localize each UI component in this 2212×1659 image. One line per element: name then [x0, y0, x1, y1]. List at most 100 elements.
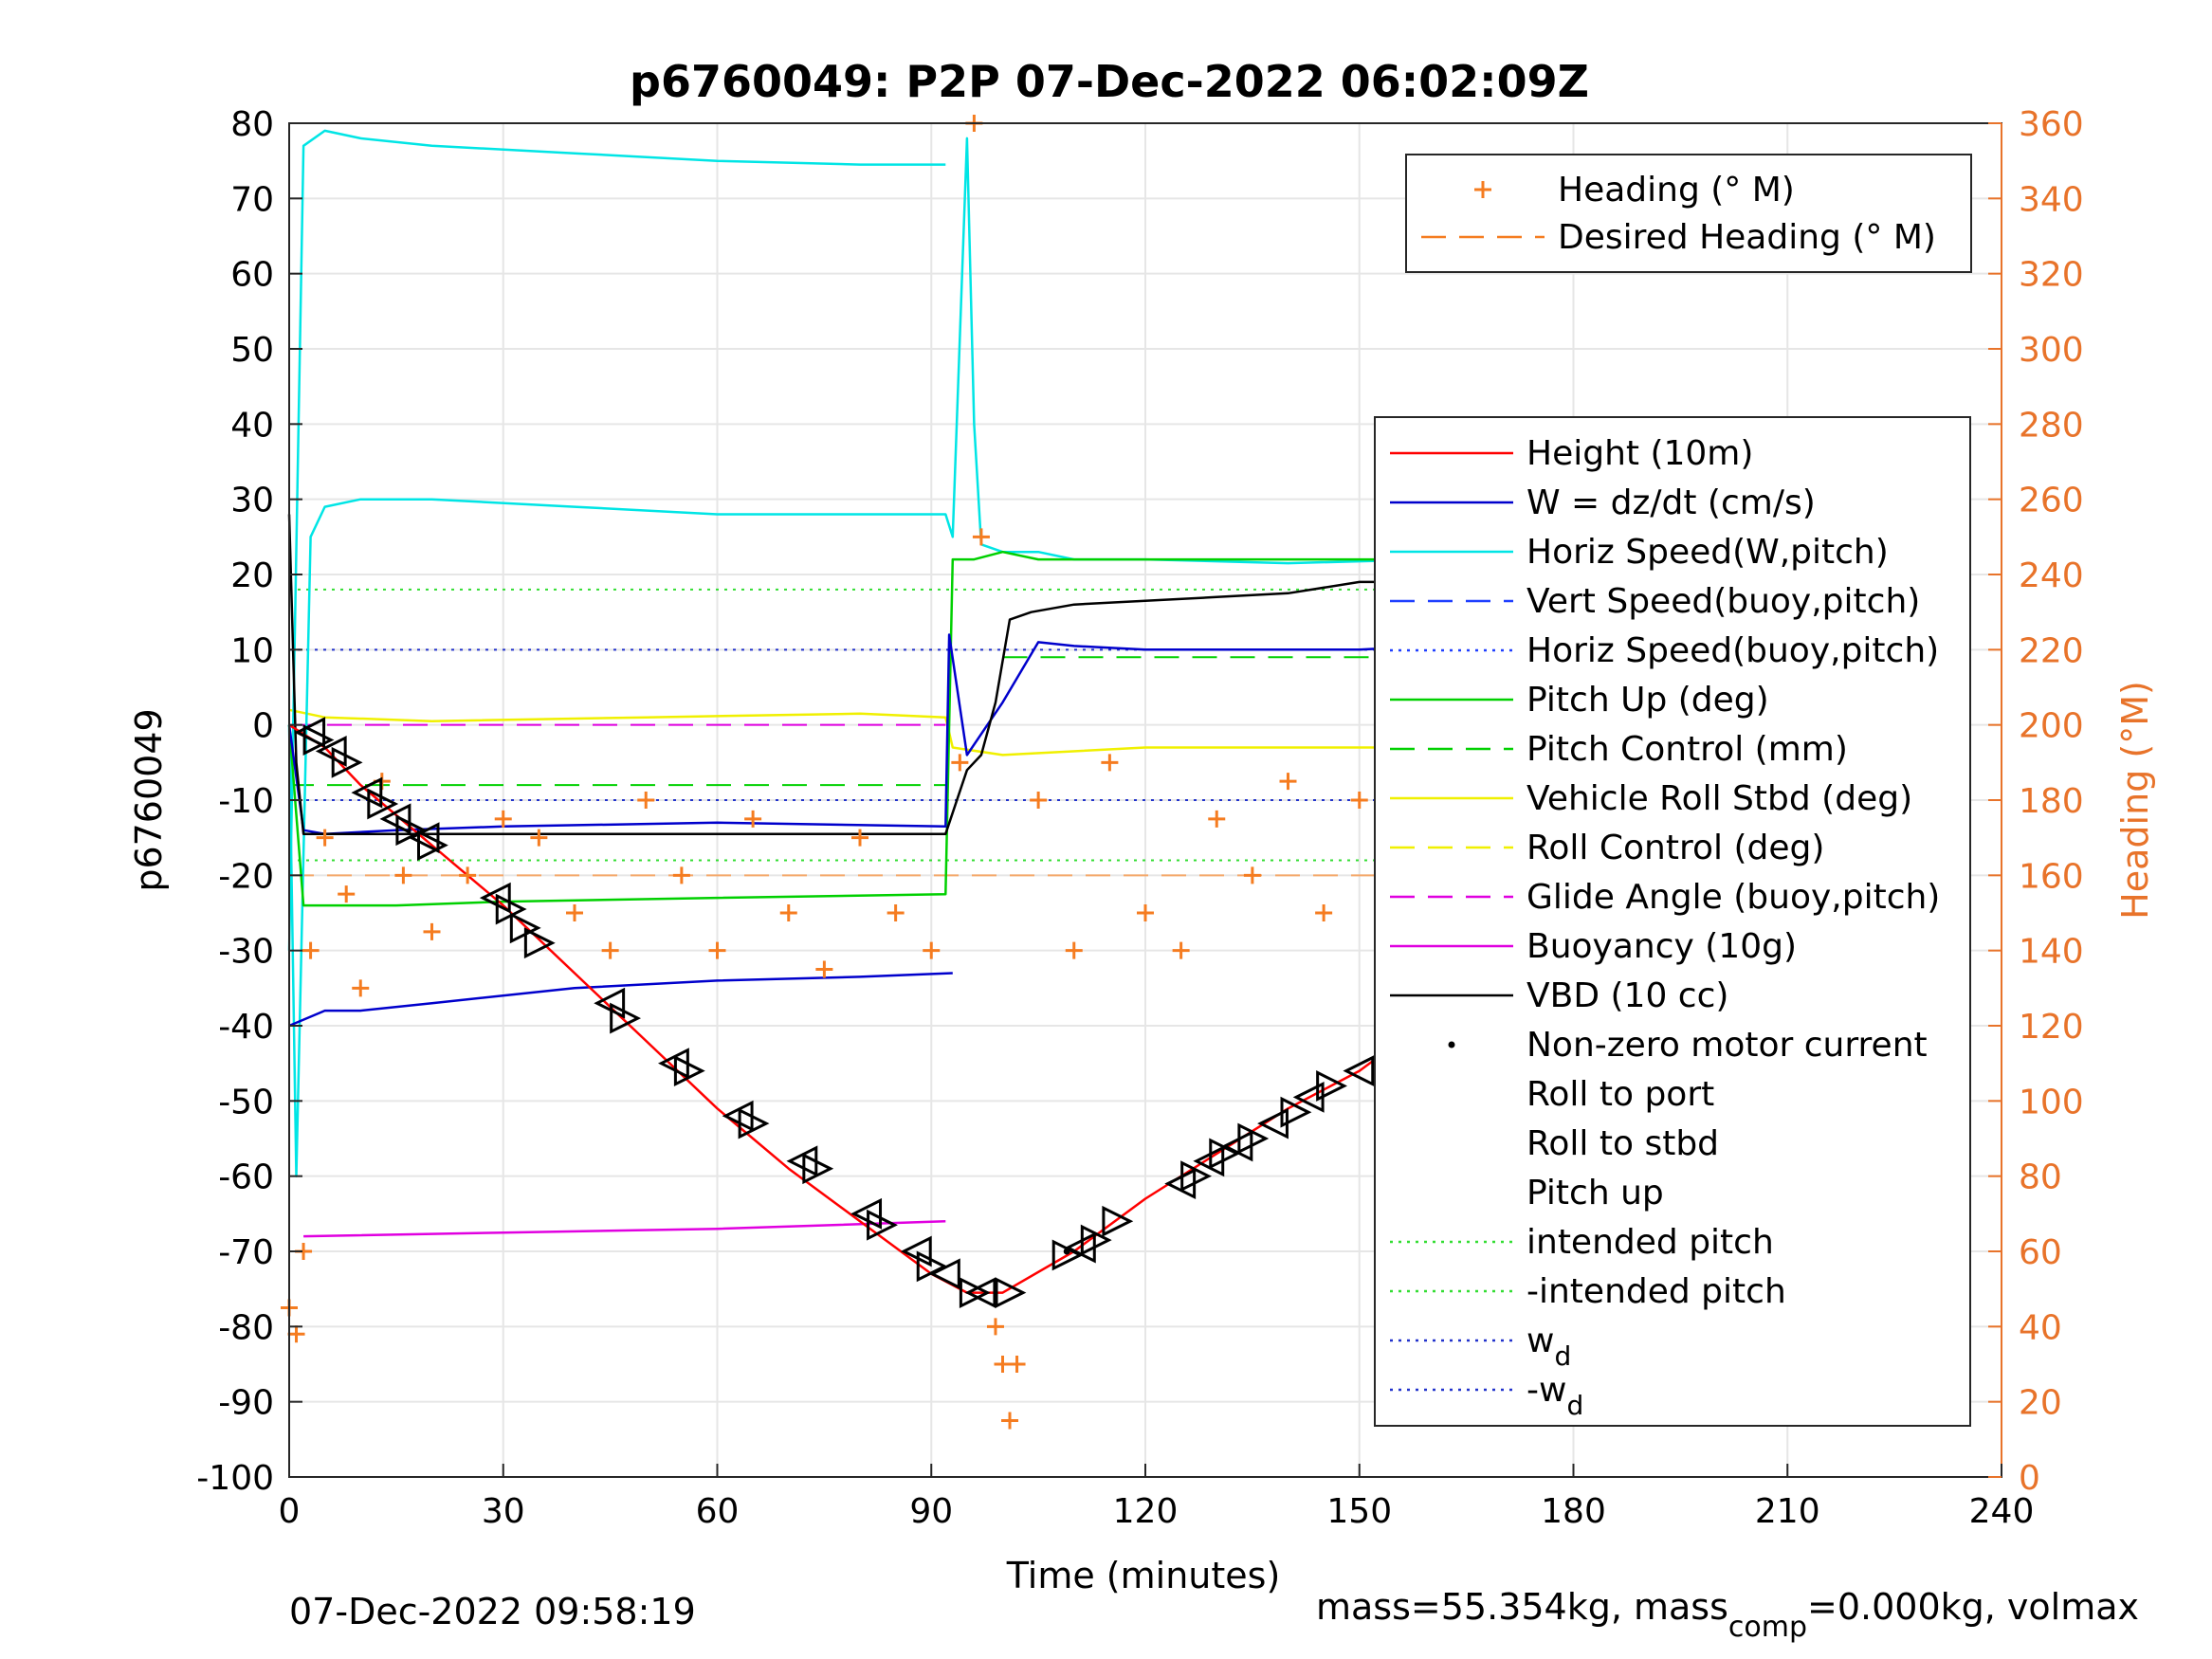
heading-point	[352, 979, 370, 997]
footer-mass-sub: comp	[1728, 1611, 1807, 1644]
legend-label-text: Horiz Speed(buoy,pitch)	[1526, 631, 1939, 670]
y-tick-label: -70	[218, 1233, 274, 1272]
y-right-tick-label: 340	[2019, 180, 2084, 219]
y-right-tick-label: 320	[2019, 256, 2084, 295]
y-right-axis-label: Heading (°M)	[2114, 681, 2156, 920]
legend-label-text: Roll to port	[1526, 1075, 1714, 1114]
y-tick-label: -40	[218, 1008, 274, 1047]
y-tick-label: 50	[230, 331, 274, 370]
horiz-speed-buoy-series	[287, 129, 946, 951]
roll-stbd-marker	[302, 724, 335, 756]
legend-label: -wd	[1526, 1371, 1583, 1421]
buoyancy-series	[303, 1220, 946, 1238]
legend-label-text: Roll Control (deg)	[1526, 829, 1824, 867]
legend-label-text: w	[1526, 1322, 1554, 1360]
roll-stbd-marker	[867, 1209, 898, 1241]
heading-point	[566, 904, 583, 921]
legend-swatch	[1474, 181, 1491, 198]
y-tick-label: -100	[196, 1459, 274, 1498]
x-tick-label: 180	[1541, 1492, 1606, 1531]
y-right-axis-ticks: 3603403203002802602402202001801601401201…	[1988, 105, 2084, 1498]
legend-label: Glide Angle (buoy,pitch)	[1526, 878, 1940, 917]
heading-point	[530, 829, 548, 847]
y-right-tick-label: 100	[2019, 1083, 2084, 1121]
footer-mass-text: mass=55.354kg, mass	[1316, 1586, 1728, 1628]
heading-point	[423, 922, 441, 940]
y-right-tick-label: 240	[2019, 556, 2084, 595]
legend-label: Horiz Speed(buoy,pitch)	[1526, 631, 1939, 670]
heading-point	[1315, 904, 1333, 921]
legend-main: Height (10m) W = dz/dt (cm/s) Horiz Speed(…	[1374, 416, 1971, 1427]
legend-swatch	[1448, 1041, 1455, 1048]
legend-label: wd	[1526, 1322, 1571, 1372]
y-right-tick-label: 160	[2019, 857, 2084, 896]
y-right-tick-label: 180	[2019, 782, 2084, 821]
legend-label-text: intended pitch	[1526, 1223, 1774, 1262]
legend-label: Horiz Speed(W,pitch)	[1526, 533, 1889, 572]
y-right-tick-label: 300	[2019, 331, 2084, 370]
legend-label: W = dz/dt (cm/s)	[1526, 483, 1816, 522]
roll-stbd-marker	[331, 746, 363, 778]
legend-box	[1374, 416, 1971, 1427]
roll-stbd-marker	[673, 1055, 705, 1087]
heading-point	[986, 1318, 1004, 1336]
roll-stbd-marker	[1209, 1138, 1241, 1170]
y-tick-label: 80	[230, 105, 274, 144]
heading-point	[1172, 941, 1190, 959]
roll-stbd-marker	[1280, 1096, 1312, 1128]
legend-label: Roll Control (deg)	[1526, 829, 1824, 867]
legend-label: Roll to stbd	[1526, 1124, 1719, 1163]
legend-label-text: Heading (° M)	[1558, 171, 1795, 210]
legend-label-text: Glide Angle (buoy,pitch)	[1526, 878, 1940, 917]
y-tick-label: 70	[230, 180, 274, 219]
heading-point	[302, 941, 320, 959]
legend-label-text: VBD (10 cc)	[1526, 976, 1728, 1015]
heading-point	[1008, 1356, 1026, 1373]
roll-stbd-marker	[1102, 1205, 1134, 1237]
footer-mass: mass=55.354kg, masscomp=0.000kg, volmax	[1316, 1586, 2139, 1644]
legend-label-text: Pitch up	[1526, 1174, 1664, 1212]
heading-point	[1208, 810, 1226, 828]
legend-label-text: -intended pitch	[1526, 1272, 1786, 1311]
x-tick-label: 210	[1755, 1492, 1820, 1531]
legend-label-text: Vert Speed(buoy,pitch)	[1526, 582, 1920, 621]
y-tick-label: -30	[218, 933, 274, 972]
roll-port-marker	[294, 717, 326, 749]
legend-label: Desired Heading (° M)	[1558, 218, 1936, 257]
y-tick-label: 10	[230, 631, 274, 670]
x-tick-label: 150	[1326, 1492, 1392, 1531]
vert-speed-buoy-series	[288, 972, 953, 1028]
legend-label: Buoyancy (10g)	[1526, 927, 1797, 966]
heading-point	[1350, 792, 1368, 809]
x-tick-label: 0	[279, 1492, 301, 1531]
legend-label: Heading (° M)	[1558, 171, 1795, 210]
x-tick-label: 90	[909, 1492, 953, 1531]
y-right-tick-label: 20	[2019, 1384, 2062, 1423]
roll-stbd-marker	[395, 814, 428, 847]
roll-stbd-marker	[1316, 1070, 1348, 1102]
legend-label: Pitch Up (deg)	[1526, 681, 1769, 720]
y-right-tick-label: 280	[2019, 406, 2084, 445]
heading-point	[1030, 792, 1048, 809]
legend-label-sub: d	[1554, 1340, 1571, 1372]
heading-point	[815, 960, 833, 978]
legend-label-sub: d	[1566, 1390, 1583, 1421]
legend-label: intended pitch	[1526, 1223, 1774, 1262]
legend-label-text: Pitch Up (deg)	[1526, 681, 1769, 720]
heading-point	[1101, 754, 1119, 772]
heading-point	[972, 528, 990, 546]
y-right-tick-label: 0	[2019, 1459, 2040, 1498]
horiz-speed-w-series	[287, 137, 1874, 1177]
legend-label: Height (10m)	[1526, 434, 1753, 473]
y-right-tick-label: 360	[2019, 105, 2084, 144]
roll-port-marker	[928, 1258, 960, 1290]
heading-point	[601, 941, 619, 959]
y-right-tick-label: 260	[2019, 482, 2084, 520]
heading-point	[994, 1356, 1012, 1373]
y-tick-label: -60	[218, 1158, 274, 1197]
heading-point	[1243, 866, 1261, 884]
y-right-tick-label: 40	[2019, 1308, 2062, 1347]
legend-label-text: -w	[1526, 1371, 1566, 1410]
y-right-tick-label: 120	[2019, 1008, 2084, 1047]
